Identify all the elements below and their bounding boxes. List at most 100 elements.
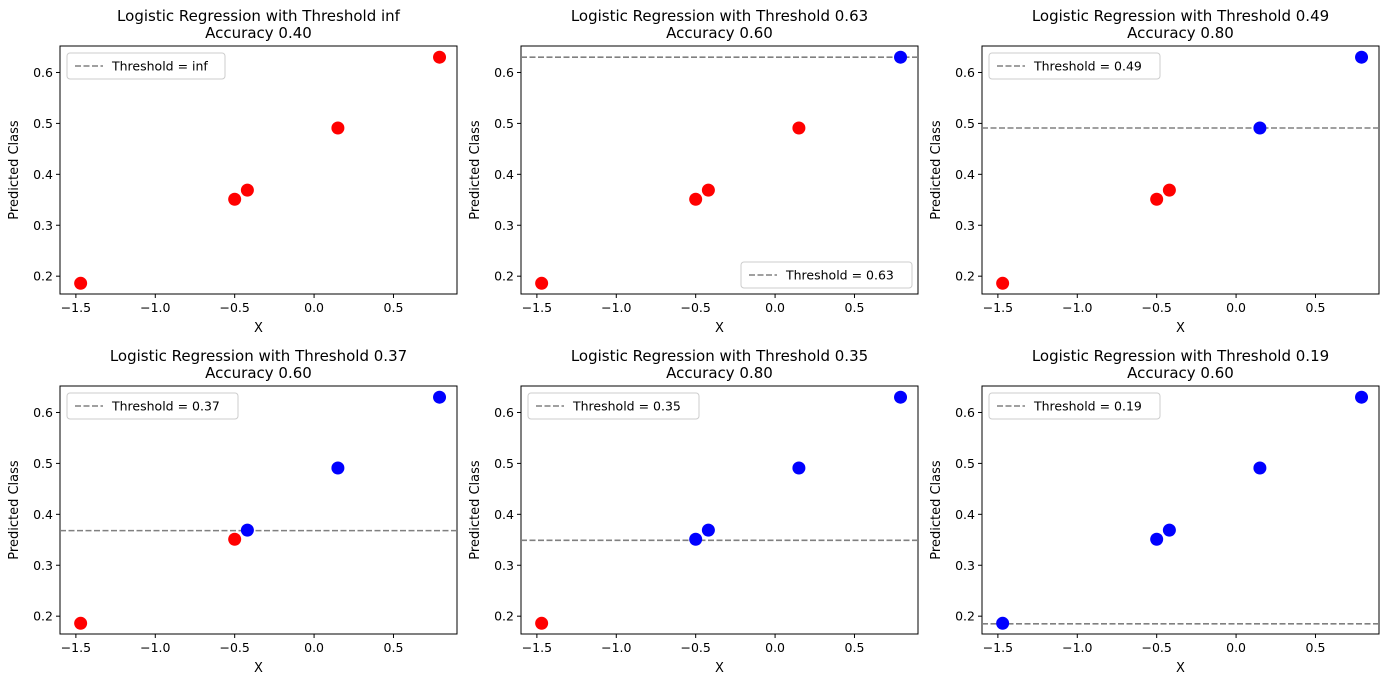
x-tick-label: −1.5 [983, 640, 1013, 655]
x-tick-label: −0.5 [220, 300, 250, 315]
axes-frame [520, 45, 919, 295]
subplot-title: Logistic Regression with Threshold 0.49 [1032, 7, 1329, 25]
y-tick-label: 0.2 [955, 609, 975, 624]
legend: Threshold = 0.37 [66, 392, 239, 420]
legend-label: Threshold = inf [111, 59, 208, 74]
data-point [1162, 523, 1176, 537]
subplot-title: Logistic Regression with Threshold 0.37 [110, 347, 407, 365]
y-tick-label: 0.2 [494, 609, 514, 624]
data-point [894, 50, 908, 64]
x-tick-label: −1.5 [522, 300, 552, 315]
subplot-6: Logistic Regression with Threshold 0.19A… [929, 347, 1380, 676]
data-point [1355, 50, 1369, 64]
data-point [240, 523, 254, 537]
y-tick-label: 0.4 [955, 507, 975, 522]
subplot-title: Logistic Regression with Threshold 0.35 [571, 347, 868, 365]
legend: Threshold = inf [66, 52, 226, 80]
y-tick-label: 0.5 [33, 456, 53, 471]
legend-label: Threshold = 0.37 [111, 399, 220, 414]
x-tick-label: −1.0 [1062, 300, 1092, 315]
x-tick-label: −1.0 [601, 300, 631, 315]
data-point [74, 276, 88, 290]
legend-label: Threshold = 0.35 [572, 399, 681, 414]
x-tick-label: 0.0 [765, 640, 785, 655]
data-point [1150, 192, 1164, 206]
data-point [701, 523, 715, 537]
x-tick-label: 0.0 [304, 300, 324, 315]
x-tick-label: −1.0 [601, 640, 631, 655]
x-tick-label: −0.5 [1142, 640, 1172, 655]
x-tick-label: 0.0 [304, 640, 324, 655]
x-tick-label: 0.5 [845, 300, 865, 315]
legend-label: Threshold = 0.49 [1033, 59, 1142, 74]
y-tick-label: 0.5 [955, 456, 975, 471]
x-tick-label: −1.5 [61, 640, 91, 655]
x-tick-label: −1.0 [1062, 640, 1092, 655]
y-tick-label: 0.6 [33, 405, 53, 420]
x-tick-label: −0.5 [681, 300, 711, 315]
subplot-2: Logistic Regression with Threshold 0.63A… [468, 7, 919, 336]
y-tick-label: 0.2 [955, 269, 975, 284]
subplot-title: Logistic Regression with Threshold 0.19 [1032, 347, 1329, 365]
data-point [701, 183, 715, 197]
y-tick-label: 0.5 [494, 116, 514, 131]
legend: Threshold = 0.19 [988, 392, 1161, 420]
data-point [1162, 183, 1176, 197]
x-tick-label: −0.5 [220, 640, 250, 655]
legend: Threshold = 0.35 [527, 392, 700, 420]
x-tick-label: −0.5 [1142, 300, 1172, 315]
y-tick-label: 0.3 [955, 558, 975, 573]
data-point [894, 390, 908, 404]
x-tick-label: −1.5 [522, 640, 552, 655]
subplot-title: Logistic Regression with Threshold inf [117, 7, 401, 25]
y-tick-label: 0.3 [33, 218, 53, 233]
y-axis-label: Predicted Class [929, 120, 944, 220]
legend-label: Threshold = 0.19 [1033, 399, 1142, 414]
x-tick-label: −1.5 [983, 300, 1013, 315]
data-point [433, 50, 447, 64]
y-tick-label: 0.3 [494, 218, 514, 233]
y-tick-label: 0.4 [955, 167, 975, 182]
y-tick-label: 0.3 [33, 558, 53, 573]
legend-box [527, 392, 700, 420]
y-tick-label: 0.4 [33, 167, 53, 182]
y-tick-label: 0.2 [33, 609, 53, 624]
data-point [792, 461, 806, 475]
y-tick-label: 0.2 [33, 269, 53, 284]
y-tick-label: 0.2 [494, 269, 514, 284]
subplot-subtitle: Accuracy 0.80 [666, 364, 773, 382]
y-tick-label: 0.5 [955, 116, 975, 131]
data-point [240, 183, 254, 197]
y-tick-label: 0.5 [33, 116, 53, 131]
data-point [689, 192, 703, 206]
y-tick-label: 0.4 [494, 507, 514, 522]
y-axis-label: Predicted Class [7, 460, 22, 560]
data-point [1150, 532, 1164, 546]
legend: Threshold = 0.49 [988, 52, 1161, 80]
x-axis-label: X [715, 661, 724, 676]
x-tick-label: −1.0 [140, 640, 170, 655]
subplot-subtitle: Accuracy 0.40 [205, 24, 312, 42]
x-tick-label: 0.5 [384, 640, 404, 655]
y-axis-label: Predicted Class [7, 120, 22, 220]
x-tick-label: −1.5 [61, 300, 91, 315]
data-point [331, 121, 345, 135]
legend-label: Threshold = 0.63 [785, 268, 894, 283]
x-axis-label: X [254, 321, 263, 336]
y-tick-label: 0.6 [955, 405, 975, 420]
data-point [228, 192, 242, 206]
axes-frame [59, 385, 458, 635]
data-point [331, 461, 345, 475]
subplot-subtitle: Accuracy 0.60 [666, 24, 773, 42]
x-tick-label: 0.5 [1306, 640, 1326, 655]
y-tick-label: 0.3 [955, 218, 975, 233]
legend-box [740, 261, 913, 289]
data-point [1355, 390, 1369, 404]
y-axis-label: Predicted Class [468, 460, 483, 560]
data-point [792, 121, 806, 135]
x-axis-label: X [254, 661, 263, 676]
y-tick-label: 0.3 [494, 558, 514, 573]
axes-frame [59, 45, 458, 295]
y-tick-label: 0.6 [955, 65, 975, 80]
subplot-subtitle: Accuracy 0.80 [1127, 24, 1234, 42]
